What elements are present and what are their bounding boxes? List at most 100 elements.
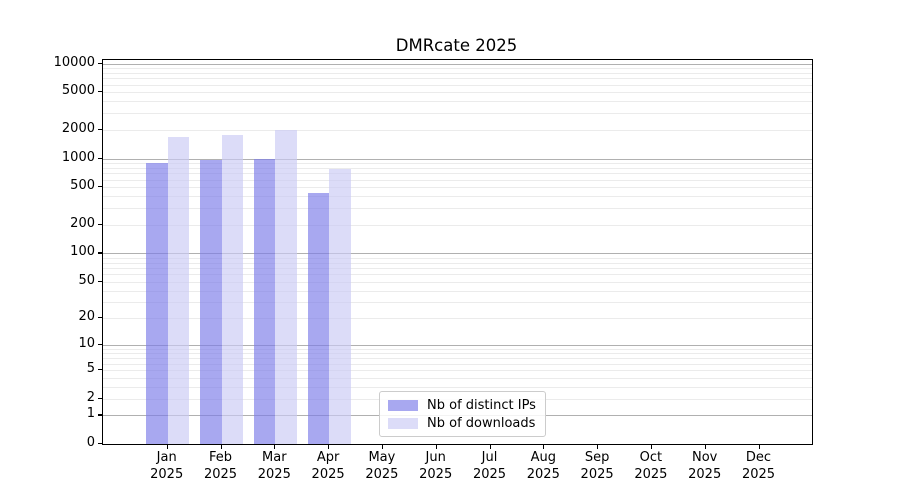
gridline-minor bbox=[103, 92, 812, 94]
gridline-minor bbox=[103, 179, 812, 181]
x-tick-mark bbox=[597, 444, 599, 449]
legend-label-distinct-ips: Nb of distinct IPs bbox=[427, 397, 536, 413]
y-tick-label: 100 bbox=[70, 244, 95, 260]
gridline-major bbox=[103, 345, 812, 346]
x-tick-label: Sep 2025 bbox=[580, 450, 614, 482]
gridline-minor bbox=[103, 358, 812, 360]
gridline-minor bbox=[103, 257, 812, 259]
y-tick-label: 1000 bbox=[61, 149, 95, 165]
bar-nb-of-distinct-ips-mar bbox=[253, 158, 276, 444]
gridline-minor bbox=[103, 281, 812, 283]
gridline-minor bbox=[103, 113, 812, 115]
x-tick-label: Nov 2025 bbox=[688, 450, 722, 482]
bar-nb-of-downloads-jan bbox=[167, 136, 190, 444]
y-tick-label: 5 bbox=[86, 361, 95, 376]
x-tick-label: Jul 2025 bbox=[472, 450, 507, 482]
y-tick-label: 10 bbox=[78, 336, 95, 351]
gridline-minor bbox=[103, 268, 812, 269]
gridline-major bbox=[103, 253, 812, 255]
x-tick-label: Jan 2025 bbox=[150, 450, 184, 482]
y-tick-mark bbox=[98, 252, 102, 254]
y-tick-mark bbox=[98, 344, 102, 346]
y-tick-mark bbox=[98, 280, 102, 282]
gridline-minor bbox=[103, 348, 812, 350]
gridline-minor bbox=[103, 290, 812, 292]
bar-nb-of-distinct-ips-apr bbox=[307, 192, 330, 444]
gridline-minor bbox=[103, 262, 812, 264]
y-tick-mark bbox=[98, 397, 102, 399]
legend-swatch-distinct-ips bbox=[388, 399, 418, 411]
x-tick-mark bbox=[220, 444, 222, 449]
legend-label-downloads: Nb of downloads bbox=[427, 415, 536, 431]
gridline-minor bbox=[103, 377, 812, 379]
gridline-minor bbox=[103, 78, 812, 80]
x-tick-label: Oct 2025 bbox=[634, 450, 668, 482]
x-tick-label: Apr 2025 bbox=[311, 450, 345, 482]
gridline-minor bbox=[103, 187, 812, 189]
x-tick-mark bbox=[435, 444, 437, 449]
y-tick-mark bbox=[98, 129, 102, 131]
gridline-minor bbox=[103, 196, 812, 198]
gridline-major bbox=[103, 158, 812, 160]
y-tick-mark bbox=[98, 157, 102, 159]
gridline-minor bbox=[103, 353, 812, 355]
gridline-minor bbox=[103, 208, 812, 210]
gridline-minor bbox=[103, 167, 812, 169]
bar-nb-of-distinct-ips-feb bbox=[200, 160, 222, 444]
gridline-minor bbox=[103, 68, 812, 69]
x-tick-mark bbox=[381, 444, 384, 449]
y-tick-mark bbox=[98, 91, 102, 93]
gridline-minor bbox=[103, 274, 812, 276]
x-tick-label: Jun 2025 bbox=[419, 450, 453, 482]
gridline-minor bbox=[103, 72, 812, 74]
y-tick-label: 0 bbox=[86, 435, 95, 450]
y-tick-mark bbox=[98, 369, 102, 371]
gridline-minor bbox=[103, 163, 812, 164]
chart-title: DMRcate 2025 bbox=[395, 36, 518, 55]
y-tick-label: 20 bbox=[78, 309, 95, 325]
bar-nb-of-downloads-feb bbox=[221, 134, 243, 444]
y-tick-label: 200 bbox=[70, 216, 95, 231]
y-tick-mark bbox=[98, 224, 102, 226]
x-tick-mark bbox=[166, 444, 168, 449]
x-tick-label: Dec 2025 bbox=[741, 450, 776, 482]
y-tick-mark bbox=[98, 186, 102, 188]
y-tick-label: 10000 bbox=[53, 54, 95, 70]
x-tick-mark bbox=[328, 444, 330, 449]
legend-item-downloads: Nb of downloads bbox=[388, 414, 537, 432]
x-tick-mark bbox=[274, 444, 276, 449]
x-tick-mark bbox=[489, 444, 491, 449]
x-tick-mark bbox=[543, 444, 545, 449]
gridline-minor bbox=[103, 173, 812, 175]
y-tick-label: 1 bbox=[86, 406, 95, 422]
y-tick-mark bbox=[98, 443, 102, 445]
x-tick-mark bbox=[758, 444, 760, 449]
gridline-minor bbox=[103, 386, 812, 388]
plot-area bbox=[102, 59, 813, 445]
bar-nb-of-downloads-mar bbox=[275, 129, 297, 444]
y-tick-label: 2 bbox=[86, 389, 95, 405]
y-tick-label: 500 bbox=[70, 178, 95, 194]
gridline-major bbox=[103, 63, 812, 65]
x-tick-label: Feb 2025 bbox=[203, 450, 238, 482]
y-tick-mark bbox=[98, 317, 102, 319]
gridline-minor bbox=[103, 101, 812, 103]
x-tick-mark bbox=[650, 444, 653, 449]
y-tick-label: 5000 bbox=[61, 83, 95, 99]
gridline-minor bbox=[103, 84, 812, 86]
x-tick-label: Aug 2025 bbox=[526, 450, 560, 482]
gridline-minor bbox=[103, 318, 812, 320]
x-tick-mark bbox=[704, 444, 706, 449]
gridline-minor bbox=[103, 363, 812, 365]
x-tick-label: Mar 2025 bbox=[257, 450, 291, 482]
legend-item-distinct-ips: Nb of distinct IPs bbox=[388, 396, 537, 414]
x-tick-label: May 2025 bbox=[365, 450, 399, 482]
gridline-minor bbox=[103, 302, 812, 304]
y-tick-mark bbox=[98, 62, 102, 64]
bar-nb-of-downloads-apr bbox=[329, 169, 351, 444]
legend-swatch-downloads bbox=[388, 417, 418, 429]
gridline-minor bbox=[103, 225, 812, 226]
y-tick-mark bbox=[98, 414, 102, 416]
y-tick-label: 2000 bbox=[61, 121, 95, 137]
